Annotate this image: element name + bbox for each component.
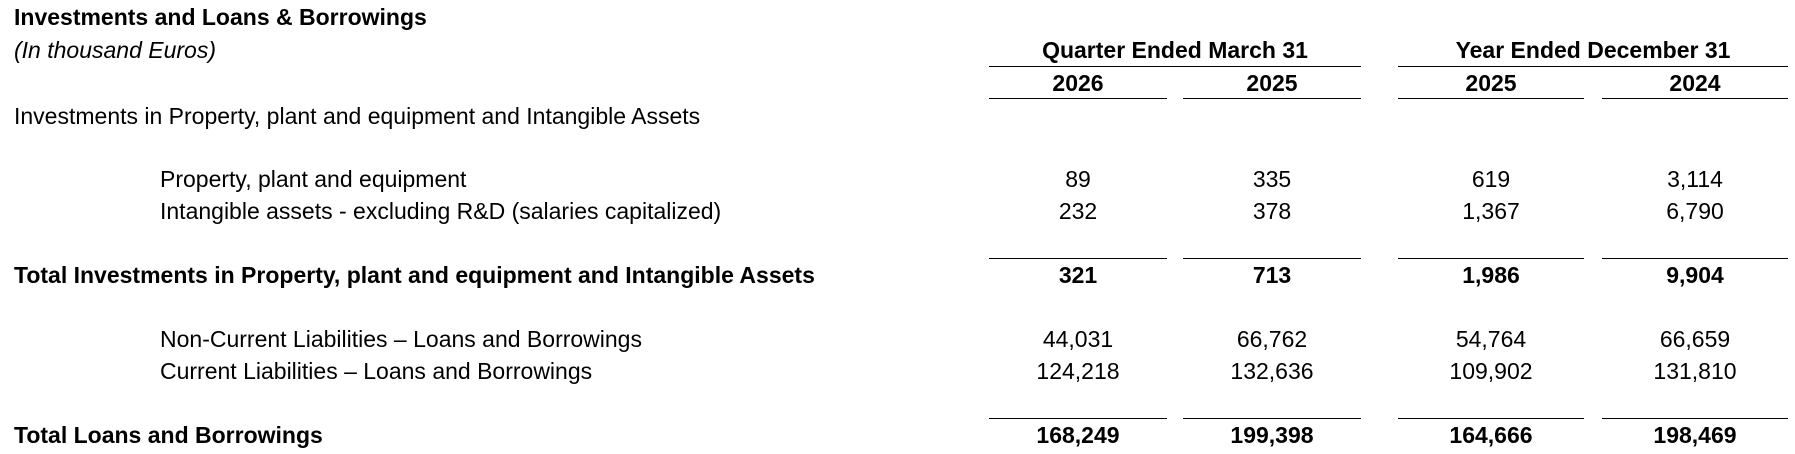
- cell-ppe-y2025: 619: [1471, 166, 1511, 192]
- column-header-q2026: 2026: [1052, 70, 1104, 96]
- cell-noncurrent-q2025: 66,762: [1236, 326, 1308, 352]
- cell-noncurrent-y2024: 66,659: [1659, 326, 1731, 352]
- cell-current-y2024: 131,810: [1653, 358, 1737, 384]
- cell-intangible-y2024: 6,790: [1666, 198, 1724, 224]
- row-label-total-loans: Total Loans and Borrowings: [14, 422, 323, 448]
- total-rule-invest-y2024: [1602, 258, 1788, 259]
- total-rule-invest-q2025: [1183, 258, 1361, 259]
- cell-ppe-y2024: 3,114: [1667, 166, 1723, 192]
- cell-current-q2026: 124,218: [1036, 358, 1120, 384]
- cell-noncurrent-y2025: 54,764: [1455, 326, 1527, 352]
- year-underline-y2024: [1602, 98, 1788, 99]
- cell-total-invest-y2025: 1,986: [1462, 262, 1520, 288]
- section-label-investments: Investments in Property, plant and equip…: [14, 103, 701, 129]
- column-header-y2025: 2025: [1465, 70, 1517, 96]
- year-underline-q2025: [1183, 98, 1361, 99]
- row-label-intangible: Intangible assets - excluding R&D (salar…: [160, 198, 722, 224]
- row-label-noncurrent-loans: Non-Current Liabilities – Loans and Borr…: [160, 326, 642, 352]
- year-underline-y2025: [1398, 98, 1584, 99]
- row-label-total-investments: Total Investments in Property, plant and…: [14, 262, 815, 288]
- cell-current-y2025: 109,902: [1449, 358, 1533, 384]
- cell-total-loans-q2025: 199,398: [1230, 422, 1314, 448]
- row-label-ppe: Property, plant and equipment: [160, 166, 467, 192]
- group-underline-quarter: [989, 66, 1361, 67]
- row-label-current-loans: Current Liabilities – Loans and Borrowin…: [160, 358, 593, 384]
- cell-intangible-y2025: 1,367: [1462, 198, 1520, 224]
- total-rule-loans-q2025: [1183, 418, 1361, 419]
- year-underline-q2026: [989, 98, 1167, 99]
- total-rule-loans-y2025: [1398, 418, 1584, 419]
- total-rule-invest-q2026: [989, 258, 1167, 259]
- cell-ppe-q2025: 335: [1252, 166, 1292, 192]
- cell-total-invest-q2026: 321: [1058, 262, 1098, 288]
- group-underline-year: [1398, 66, 1788, 67]
- cell-intangible-q2025: 378: [1252, 198, 1292, 224]
- total-rule-invest-y2025: [1398, 258, 1584, 259]
- cell-total-invest-y2024: 9,904: [1666, 262, 1724, 288]
- table-title: Investments and Loans & Borrowings: [14, 4, 427, 30]
- cell-intangible-q2026: 232: [1058, 198, 1098, 224]
- column-header-q2025: 2025: [1246, 70, 1298, 96]
- cell-ppe-q2026: 89: [1065, 166, 1091, 192]
- column-group-quarter: Quarter Ended March 31: [1042, 37, 1308, 63]
- cell-total-loans-y2025: 164,666: [1449, 422, 1533, 448]
- cell-total-loans-y2024: 198,469: [1653, 422, 1737, 448]
- column-group-year: Year Ended December 31: [1455, 37, 1731, 63]
- cell-noncurrent-q2026: 44,031: [1042, 326, 1114, 352]
- cell-current-q2025: 132,636: [1230, 358, 1314, 384]
- cell-total-invest-q2025: 713: [1252, 262, 1292, 288]
- total-rule-loans-y2024: [1602, 418, 1788, 419]
- total-rule-loans-q2026: [989, 418, 1167, 419]
- cell-total-loans-q2026: 168,249: [1036, 422, 1120, 448]
- units-note: (In thousand Euros): [14, 37, 217, 63]
- column-header-y2024: 2024: [1669, 70, 1721, 96]
